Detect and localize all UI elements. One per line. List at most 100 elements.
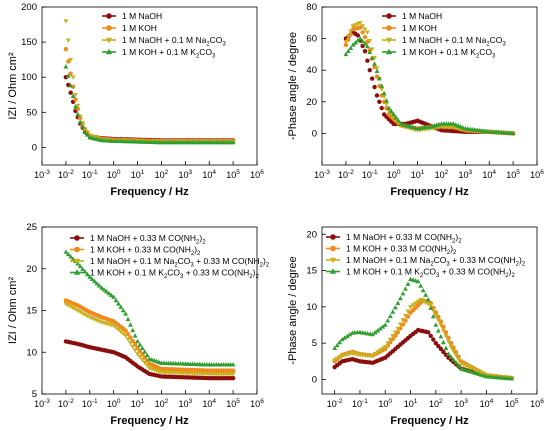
data-point (92, 278, 97, 284)
data-point (440, 339, 446, 345)
data-point (77, 119, 83, 124)
data-point (137, 342, 143, 347)
data-point (381, 94, 387, 100)
y-tick-label: 50 (26, 107, 37, 118)
data-point (106, 13, 112, 19)
x-tick-exponent: 4 (212, 398, 216, 405)
data-point (372, 352, 378, 357)
legend-text: 1 M NaOH + 0.1 M Na (90, 256, 175, 266)
data-point (353, 40, 358, 45)
legend-text: 1 M NaOH (122, 11, 162, 21)
data-point (125, 316, 131, 322)
x-tick-exponent: -1 (362, 398, 368, 405)
legend: 1 M NaOH + 0.33 M CO(NH2)21 M KOH + 0.33… (70, 233, 270, 280)
x-tick-label: 105 (226, 398, 240, 409)
data-point (116, 301, 121, 306)
data-point (123, 333, 129, 339)
data-point (135, 338, 140, 344)
data-point (65, 251, 71, 257)
data-point (391, 115, 397, 120)
x-tick-exponent: 0 (117, 169, 121, 176)
y-axis-label: IZI / Ohm cm² (7, 277, 19, 345)
data-point (132, 348, 138, 353)
chart-panel-4: 10-2 10-1 100 101 102 103 104 105 10605101520Fre… (287, 226, 544, 427)
x-tick-label: 101 (404, 398, 418, 409)
data-point (357, 35, 363, 41)
data-point (418, 283, 424, 288)
x-tick-exponent: 4 (212, 169, 216, 176)
data-point (367, 38, 373, 44)
data-point (438, 323, 444, 328)
data-point (230, 372, 236, 377)
data-point (388, 108, 394, 114)
data-point (364, 43, 370, 49)
data-point (84, 271, 90, 277)
data-point (410, 303, 416, 308)
legend-text: CO (479, 47, 492, 57)
data-point (430, 313, 436, 319)
series-4 (332, 276, 515, 381)
legend-text: ) (455, 232, 458, 242)
data-point (380, 324, 386, 329)
legend-label: 1 M KOH + 0.1 M K2CO3 + 0.33 M CO(NH2)2 (90, 268, 259, 281)
legend-subscript: 2 (174, 263, 178, 269)
x-tick-label: 10-2 (338, 169, 354, 180)
data-point (379, 83, 385, 88)
data-point (463, 364, 469, 369)
data-point (448, 345, 454, 350)
x-tick-exponent: -2 (68, 398, 74, 405)
x-tick-label: 106 (250, 169, 264, 180)
x-tick-exponent: 0 (397, 169, 401, 176)
data-point (77, 263, 83, 269)
legend-label: 1 M KOH + 0.1 M K2CO3 + 0.33 M CO(NH2)2 (346, 267, 515, 280)
data-point (120, 331, 126, 337)
legend-label: 1 M NaOH + 0.1 M Na2CO3 + 0.33 M CO(NH2)… (90, 256, 270, 269)
data-point (388, 340, 393, 345)
legend-text: 1 M KOH + 0.1 M K (90, 268, 164, 278)
x-tick-exponent: -2 (68, 169, 74, 176)
data-point (73, 97, 78, 102)
legend-entry: 1 M NaOH + 0.1 M Na2CO3 (102, 35, 226, 48)
data-point (400, 318, 406, 323)
data-point (362, 41, 368, 46)
data-point (113, 325, 119, 331)
x-tick-exponent: 2 (439, 398, 443, 405)
x-tick-exponent: 1 (421, 169, 425, 176)
data-point (377, 326, 383, 331)
data-point (375, 350, 381, 355)
legend-label: 1 M NaOH (402, 11, 442, 21)
data-point (116, 327, 121, 333)
x-tick-label: 10-1 (82, 169, 98, 180)
data-point (376, 75, 382, 81)
x-tick-exponent: -1 (372, 169, 378, 176)
data-point (63, 64, 69, 69)
legend-text: 1 M NaOH + 0.33 M CO(NH (346, 232, 452, 242)
legend-subscript: 2 (447, 250, 451, 256)
legend-text: + 0.33 M CO(NH (194, 256, 260, 266)
chart-panel-3: 10-3 10-2 10-1 100 101 102 103 104 105 1065101520… (7, 222, 270, 427)
legend-entry: 1 M NaOH (102, 11, 162, 21)
legend-label: 1 M NaOH + 0.1 M Na2CO3 + 0.33 M CO(NH2)… (346, 255, 526, 268)
data-point (334, 356, 340, 362)
x-tick-exponent: 5 (516, 169, 520, 176)
data-point (350, 42, 356, 47)
data-point (374, 93, 380, 98)
legend-entry: 1 M NaOH + 0.1 M Na2CO3 (382, 35, 506, 48)
data-point (347, 332, 353, 337)
data-point (369, 76, 375, 81)
legend-entry: 1 M KOH + 0.33 M CO(NH2)2 (326, 244, 457, 256)
data-point (94, 280, 100, 286)
x-tick-exponent: -3 (44, 398, 50, 405)
data-point (436, 343, 441, 349)
x-axis-label: Frequency / Hz (110, 415, 189, 427)
legend-label: 1 M NaOH + 0.1 M Na2CO3 (122, 35, 226, 48)
legend-entry: 1 M KOH (382, 23, 437, 33)
x-tick-exponent: 1 (141, 169, 145, 176)
data-point (395, 300, 401, 305)
data-point (68, 71, 73, 76)
legend-subscript: 2 (453, 250, 457, 256)
data-point (385, 318, 391, 323)
legend-subscript: 2 (196, 240, 200, 246)
